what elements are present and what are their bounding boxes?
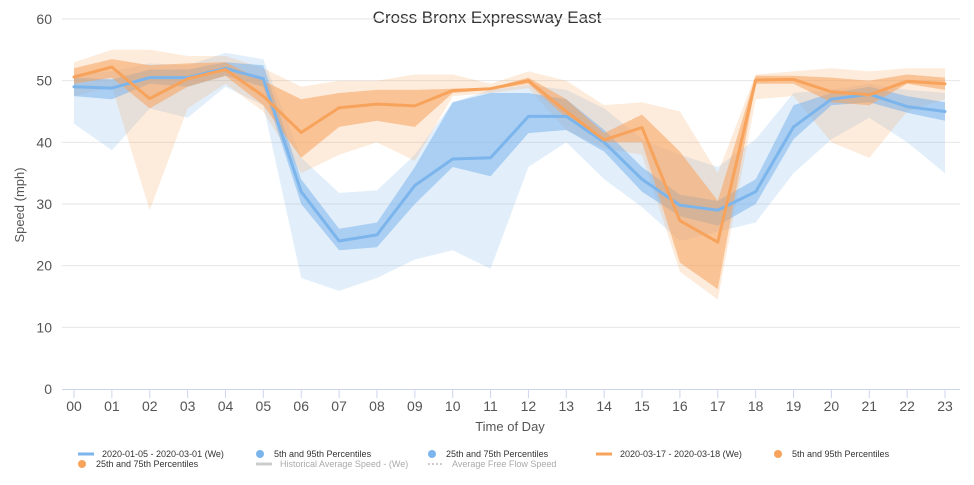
legend-item-label: Historical Average Speed - (We): [280, 459, 408, 469]
x-tick-label: 04: [218, 398, 234, 414]
series-2-point: [186, 77, 189, 80]
series-1-point: [148, 76, 151, 79]
series-2-point: [73, 75, 76, 78]
series-2-point: [224, 68, 227, 71]
series-2-point: [792, 78, 795, 81]
series-2-point: [678, 219, 681, 222]
x-tick-label: 00: [66, 398, 82, 414]
y-tick-label: 0: [44, 381, 52, 397]
x-tick-label: 11: [483, 398, 498, 414]
series-2-point: [944, 82, 947, 85]
legend-item-label: 5th and 95th Percentiles: [792, 449, 890, 459]
series-1-point: [678, 204, 681, 207]
series-1-point: [73, 85, 76, 88]
legend-item-label: 25th and 75th Percentiles: [446, 449, 549, 459]
x-tick-label: 16: [672, 398, 688, 414]
series-2-point: [565, 110, 568, 113]
chart-title: Cross Bronx Expressway East: [373, 8, 602, 27]
series-2-point: [262, 95, 265, 98]
series-1-point: [110, 87, 113, 90]
series-2-point: [830, 90, 833, 93]
series-1-point: [906, 105, 909, 108]
series-2-point: [375, 103, 378, 106]
x-tick-label: 01: [104, 398, 120, 414]
x-tick-label: 20: [824, 398, 840, 414]
series-2-point: [754, 79, 757, 82]
x-tick-label: 14: [596, 398, 612, 414]
series-2-point: [110, 66, 113, 69]
y-tick-label: 20: [36, 258, 52, 274]
series-2-point: [716, 241, 719, 244]
series-1-point: [527, 115, 530, 118]
series-1-point: [300, 190, 303, 193]
series-2-point: [527, 79, 530, 82]
y-tick-label: 30: [36, 196, 52, 212]
legend-dot-symbol: [256, 450, 264, 458]
x-tick-label: 13: [559, 398, 575, 414]
x-tick-label: 06: [293, 398, 309, 414]
legend-item-label: 5th and 95th Percentiles: [274, 449, 372, 459]
y-tick-label: 50: [36, 73, 52, 89]
legend-dot-symbol: [774, 450, 782, 458]
series-1-point: [451, 157, 454, 160]
series-2-point: [338, 106, 341, 109]
legend-item-label: Average Free Flow Speed: [452, 459, 556, 469]
series-2-point: [413, 104, 416, 107]
series-1-point: [413, 184, 416, 187]
x-tick-label: 15: [634, 398, 650, 414]
x-tick-label: 12: [521, 398, 537, 414]
series-1-point: [716, 209, 719, 212]
y-tick-label: 40: [36, 134, 52, 150]
series-2-point: [300, 131, 303, 134]
x-tick-label: 08: [369, 398, 385, 414]
x-tick-label: 10: [445, 398, 461, 414]
series-1-point: [754, 190, 757, 193]
x-tick-label: 05: [256, 398, 272, 414]
x-tick-label: 17: [710, 398, 726, 414]
x-tick-label: 09: [407, 398, 423, 414]
x-tick-label: 02: [142, 398, 158, 414]
x-axis-title: Time of Day: [475, 419, 545, 434]
series-1-point: [375, 233, 378, 236]
series-1-point: [338, 240, 341, 243]
series-1-p5-95-band: [74, 52, 945, 291]
legend-item-label: 25th and 75th Percentiles: [96, 459, 199, 469]
series-1-point: [792, 125, 795, 128]
series-lines: [72, 65, 947, 244]
y-tick-label: 10: [36, 319, 52, 335]
x-tick-label: 23: [937, 398, 953, 414]
x-tick-label: 21: [861, 398, 877, 414]
series-2-line: [72, 65, 947, 244]
series-2-point: [868, 93, 871, 96]
series-2-point: [641, 126, 644, 129]
legend: 2020-01-05 - 2020-03-01 (We) 5th and 95th…: [78, 449, 890, 469]
legend-dot-symbol: [78, 460, 86, 468]
series-1-point: [641, 178, 644, 181]
series-2-point: [906, 80, 909, 83]
legend-item-label: 2020-01-05 - 2020-03-01 (We): [102, 449, 224, 459]
x-tick-label: 18: [748, 398, 764, 414]
series-1-point: [489, 156, 492, 159]
y-tick-label: 60: [36, 11, 52, 27]
series-1-point: [565, 115, 568, 118]
x-tick-label: 07: [331, 398, 347, 414]
x-tick-label: 19: [786, 398, 802, 414]
grid-lines: [62, 18, 960, 328]
series-2-point: [603, 138, 606, 141]
axes: 0 10 20 30 40 50 60 00 01 02 03 04 05 06 07 08 09 10 11 12 1…: [36, 11, 960, 414]
legend-item-label: 2020-03-17 - 2020-03-18 (We): [620, 449, 742, 459]
series-2-point: [451, 89, 454, 92]
series-2-p25-75-band: [74, 59, 945, 290]
series-2-point: [148, 97, 151, 100]
series-1-point: [262, 77, 265, 80]
series-2-point: [489, 87, 492, 90]
series-1-point: [830, 98, 833, 101]
y-axis-title: Speed (mph): [12, 167, 27, 242]
x-tick-label: 03: [180, 398, 196, 414]
legend-dot-symbol: [428, 450, 436, 458]
series-1-point: [944, 110, 947, 113]
x-tick-label: 22: [899, 398, 915, 414]
